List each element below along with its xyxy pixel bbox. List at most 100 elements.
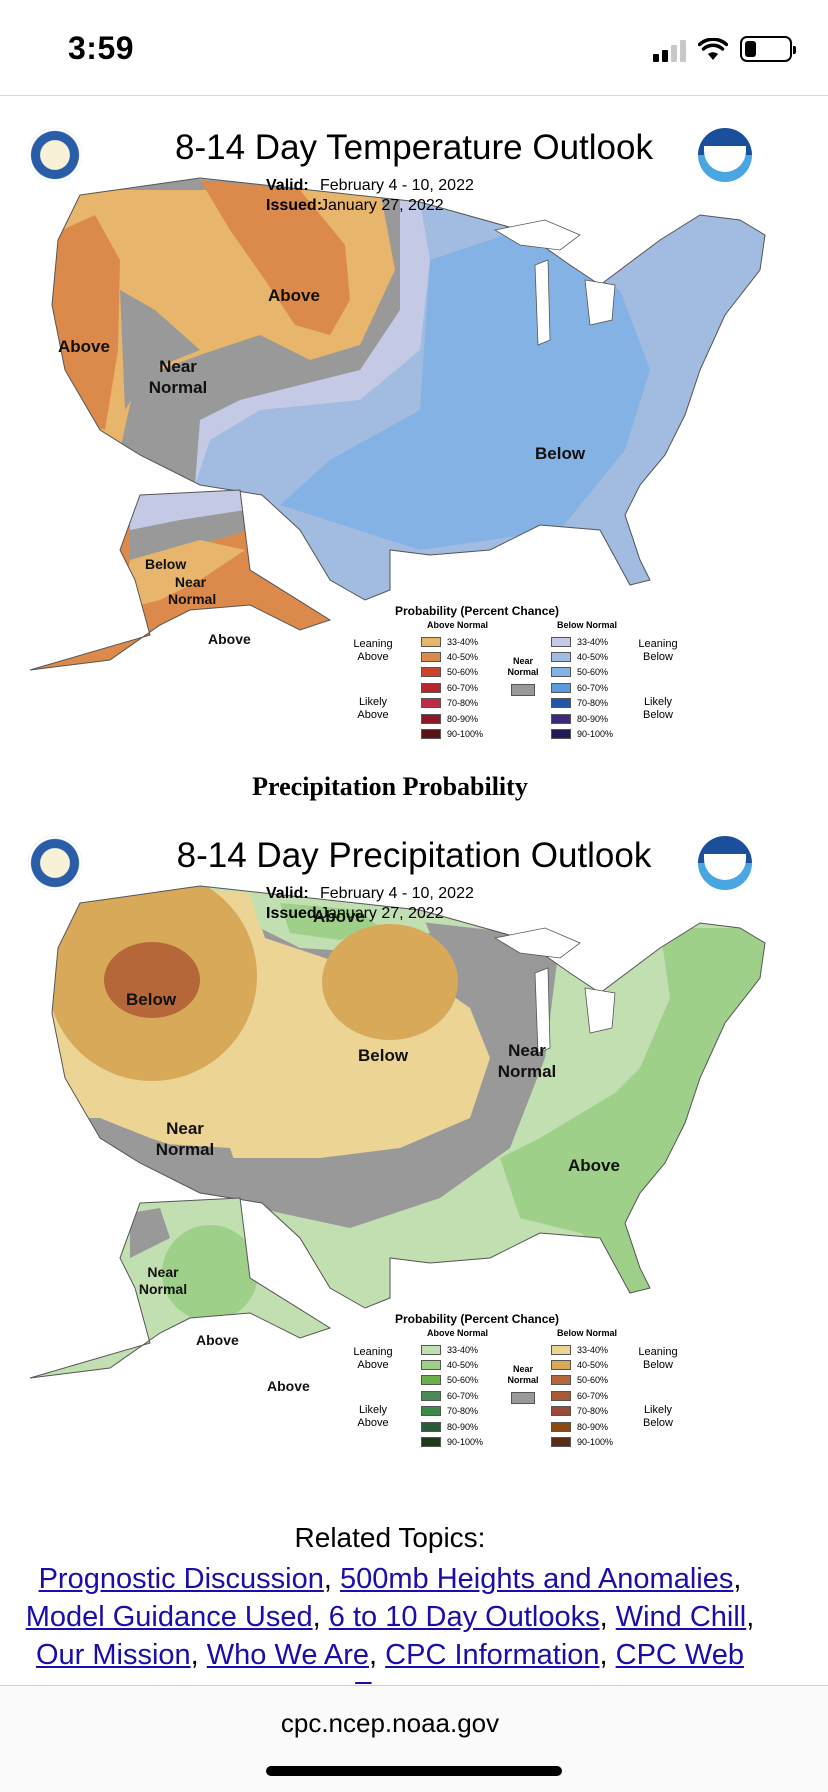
temperature-outlook-map[interactable]: 8-14 Day Temperature Outlook Valid: Febru… (0, 110, 828, 760)
legend-swatch (421, 1390, 441, 1401)
temperature-map-graphic (29, 177, 766, 671)
legend-row: 60-70% (421, 1388, 483, 1403)
noaa-logo (698, 128, 752, 182)
above-normal-swatches: 33-40% 40-50% 50-60% 60-70% 70-80% 80-90% 90-1… (421, 1342, 483, 1450)
precipitation-map-graphic (29, 885, 766, 1379)
link-500mb-heights[interactable]: 500mb Heights and Anomalies (340, 1563, 734, 1595)
legend-row: 60-70% (551, 680, 613, 695)
commerce-seal-logo (28, 128, 82, 182)
link-cpc-web-team[interactable]: CPC Web Team (355, 1639, 745, 1684)
region-label: Below (126, 990, 177, 1009)
region-label: Above (313, 907, 365, 926)
legend-range-label: 90-100% (447, 729, 484, 740)
battery-icon (740, 36, 796, 62)
precipitation-outlook-map[interactable]: 8-14 Day Precipitation Outlook Valid: Feb… (0, 818, 828, 1468)
legend-range-label: 50-60% (447, 667, 479, 678)
legend-row: 80-90% (421, 711, 483, 726)
temperature-legend: Probability (Percent Chance) Above Norma… (353, 604, 678, 764)
legend-row: 33-40% (551, 1342, 613, 1357)
address-bar-url[interactable]: cpc.ncep.noaa.gov (280, 1708, 500, 1738)
legend-range-label: 50-60% (447, 1375, 479, 1386)
legend-swatch (421, 729, 441, 740)
legend-range-label: 33-40% (447, 636, 479, 647)
legend-row: 70-80% (551, 696, 613, 711)
precipitation-map-title: 8-14 Day Precipitation Outlook (176, 836, 652, 875)
region-label: Above (208, 631, 251, 647)
legend-swatch (421, 682, 441, 693)
region-label: Below (145, 556, 187, 572)
legend-row: 50-60% (551, 1373, 613, 1388)
legend-swatch (551, 1375, 571, 1386)
legend-row: 90-100% (421, 726, 483, 741)
legend-swatch (551, 682, 571, 693)
precipitation-heading: Precipitation Probability (252, 772, 528, 801)
legend-range-label: 80-90% (447, 1421, 479, 1432)
legend-row: 33-40% (421, 634, 483, 649)
legend-range-label: 70-80% (447, 698, 479, 709)
status-bar: 3:59 (0, 0, 828, 96)
precipitation-legend: Probability (Percent Chance) Above Norma… (353, 1312, 678, 1472)
link-wind-chill[interactable]: Wind Chill (615, 1601, 747, 1633)
legend-range-label: 40-50% (577, 652, 609, 663)
legend-swatch (421, 698, 441, 709)
legend-range-label: 70-80% (447, 1406, 479, 1417)
legend-row: 50-60% (421, 1373, 483, 1388)
link-prognostic-discussion[interactable]: Prognostic Discussion (38, 1563, 324, 1595)
legend-swatch (551, 698, 571, 709)
legend-swatch (421, 1375, 441, 1386)
link-our-mission[interactable]: Our Mission (35, 1639, 191, 1671)
legend-swatch (551, 1437, 571, 1448)
legend-row: 80-90% (421, 1419, 483, 1434)
region-label: Near Normal (138, 1264, 188, 1297)
legend-swatch (551, 652, 571, 663)
browser-bottom-bar: cpc.ncep.noaa.gov (0, 1685, 828, 1792)
region-label: Near Normal (497, 1041, 557, 1081)
legend-range-label: 60-70% (577, 682, 609, 693)
related-topics-links: Prognostic Discussion, 500mb Heights and… (0, 1560, 780, 1684)
above-normal-swatches: 33-40% 40-50% 50-60% 60-70% 70-80% 80-90% 90-1… (421, 634, 483, 742)
link-model-guidance[interactable]: Model Guidance Used (25, 1601, 313, 1633)
legend-swatch (551, 1360, 571, 1371)
legend-row: 80-90% (551, 711, 613, 726)
home-indicator[interactable] (266, 1766, 562, 1776)
region-label: Near Normal (168, 574, 217, 607)
legend-swatch (421, 713, 441, 724)
legend-swatch (421, 1360, 441, 1371)
legend-row: 60-70% (551, 1388, 613, 1403)
region-label: Above (267, 1378, 310, 1394)
legend-swatch (421, 1437, 441, 1448)
legend-row: 90-100% (421, 1434, 483, 1449)
legend-row: 33-40% (421, 1342, 483, 1357)
legend-swatch (551, 1421, 571, 1432)
legend-range-label: 40-50% (447, 652, 479, 663)
legend-row: 70-80% (551, 1404, 613, 1419)
region-label: Below (358, 1046, 409, 1065)
legend-row: 60-70% (421, 680, 483, 695)
link-who-we-are[interactable]: Who We Are (206, 1639, 370, 1671)
below-normal-swatches: 33-40% 40-50% 50-60% 60-70% 70-80% 80-90% 90-1… (551, 1342, 613, 1450)
legend-range-label: 80-90% (577, 1421, 609, 1432)
temperature-map-title: 8-14 Day Temperature Outlook (175, 128, 653, 167)
battery-level (745, 41, 756, 57)
legend-row: 33-40% (551, 634, 613, 649)
region-label: Near Normal (148, 357, 208, 397)
legend-swatch (421, 667, 441, 678)
legend-range-label: 70-80% (577, 698, 609, 709)
cellular-signal-icon (653, 38, 686, 62)
commerce-seal-logo (28, 836, 82, 890)
status-icons (653, 36, 796, 62)
legend-row: 70-80% (421, 1404, 483, 1419)
region-label: Above (196, 1332, 239, 1348)
legend-range-label: 40-50% (577, 1360, 609, 1371)
legend-row: 40-50% (421, 649, 483, 664)
legend-range-label: 33-40% (447, 1344, 479, 1355)
legend-range-label: 70-80% (577, 1406, 609, 1417)
region-label: Above (58, 337, 110, 356)
legend-range-label: 50-60% (577, 667, 609, 678)
legend-range-label: 33-40% (577, 1344, 609, 1355)
legend-swatch (551, 667, 571, 678)
legend-swatch (421, 636, 441, 647)
link-6-to-10-day[interactable]: 6 to 10 Day Outlooks (328, 1601, 600, 1633)
link-cpc-information[interactable]: CPC Information (385, 1639, 600, 1671)
noaa-logo (698, 836, 752, 890)
